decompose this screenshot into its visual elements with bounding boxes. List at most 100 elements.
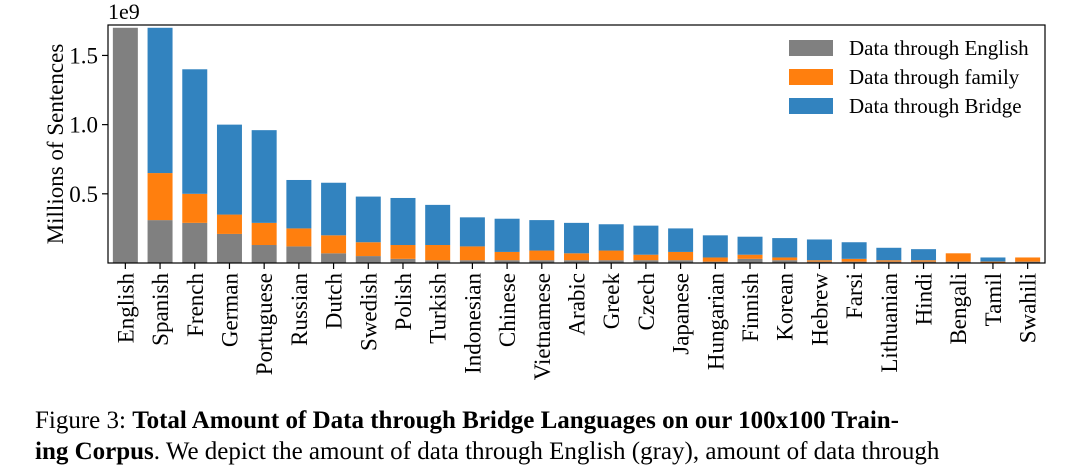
stacked-bar-chart: 0.5 1.0 1.5 English Spanish French German Port… [43, 0, 1046, 380]
bar-portuguese-data-through-bridge [251, 130, 277, 223]
bar-finnish-data-through-bridge [737, 236, 763, 255]
bar-russian-data-through-english [286, 246, 312, 263]
x-tick-label-czech: Czech [634, 273, 659, 331]
bar-hungarian-data-through-family [702, 257, 728, 262]
y-tick-label: 1.5 [69, 43, 98, 68]
bars-group [112, 27, 1041, 263]
bar-japanese-data-through-family [668, 251, 694, 261]
bar-hebrew-data-through-family [806, 260, 832, 262]
bar-swahili-data-through-english [1015, 261, 1041, 263]
bar-indonesian-data-through-family [459, 246, 485, 261]
x-tick-label-swedish: Swedish [356, 273, 381, 351]
legend-label-2: Data through Bridge [849, 94, 1022, 118]
bar-swedish-data-through-bridge [355, 196, 381, 243]
bar-hungarian-data-through-bridge [702, 235, 728, 258]
bar-korean-data-through-bridge [772, 238, 798, 258]
x-tick-label-swahili: Swahili [1016, 273, 1041, 343]
bar-spanish-data-through-bridge [147, 27, 173, 174]
bar-korean-data-through-english [772, 260, 798, 263]
bar-korean-data-through-family [772, 257, 798, 261]
bar-english-data-through-english [112, 27, 138, 263]
bar-czech-data-through-family [633, 254, 659, 261]
x-tick-label-english: English [113, 273, 138, 344]
bar-spanish-data-through-english [147, 220, 173, 263]
bar-french-data-through-english [182, 222, 208, 263]
caption-title-part-1: Total Amount of Data through Bridge Lang… [132, 407, 900, 434]
bar-czech-data-through-english [633, 260, 659, 263]
x-tick-label-hebrew: Hebrew [807, 273, 832, 346]
bar-turkish-data-through-family [425, 245, 451, 261]
legend-label-0: Data through English [849, 36, 1029, 60]
caption-title-part-2: ing Corpus [35, 438, 154, 465]
legend-swatch-0 [789, 40, 833, 56]
legend-label-1: Data through family [849, 65, 1020, 89]
bar-czech-data-through-bridge [633, 225, 659, 255]
bar-french-data-through-family [182, 193, 208, 223]
bar-vietnamese-data-through-family [529, 250, 555, 261]
bar-farsi-data-through-family [841, 258, 867, 262]
legend-swatch-2 [789, 98, 833, 114]
x-axis: English Spanish French German Portuguese Russ… [113, 263, 1041, 380]
x-tick-label-bengali: Bengali [946, 273, 971, 345]
bar-greek-data-through-family [598, 250, 624, 261]
bar-lithuanian-data-through-english [876, 261, 902, 263]
bar-portuguese-data-through-family [251, 222, 277, 246]
x-tick-label-tamil: Tamil [981, 273, 1006, 326]
bar-german-data-through-family [216, 214, 242, 234]
x-tick-label-hungarian: Hungarian [703, 273, 728, 371]
x-tick-label-arabic: Arabic [565, 273, 590, 336]
x-tick-label-french: French [183, 273, 208, 337]
bar-polish-data-through-bridge [390, 197, 416, 246]
bar-dutch-data-through-family [321, 235, 347, 254]
bar-greek-data-through-english [598, 260, 624, 263]
x-tick-label-hindi: Hindi [912, 273, 937, 325]
bar-vietnamese-data-through-english [529, 260, 555, 263]
bar-bengali-data-through-family [945, 253, 971, 262]
bar-lithuanian-data-through-family [876, 260, 902, 262]
bar-japanese-data-through-bridge [668, 228, 694, 252]
bar-russian-data-through-bridge [286, 179, 312, 229]
bar-spanish-data-through-family [147, 173, 173, 221]
bar-swedish-data-through-english [355, 256, 381, 263]
y-axis-label: Millions of Sentences [43, 44, 68, 245]
bar-farsi-data-through-bridge [841, 242, 867, 259]
bar-lithuanian-data-through-bridge [876, 247, 902, 261]
x-tick-label-german: German [217, 273, 242, 348]
bar-indonesian-data-through-bridge [459, 217, 485, 247]
legend: Data through English Data through family D… [789, 36, 1029, 118]
x-tick-label-vietnamese: Vietnamese [530, 273, 555, 380]
figure-caption: Figure 3: Total Amount of Data through B… [35, 405, 1055, 467]
bar-indonesian-data-through-english [459, 260, 485, 263]
bar-chinese-data-through-bridge [494, 218, 520, 252]
bar-turkish-data-through-bridge [425, 204, 451, 246]
x-tick-label-russian: Russian [287, 273, 312, 346]
x-tick-label-japanese: Japanese [669, 273, 694, 355]
x-tick-label-spanish: Spanish [148, 273, 173, 346]
bar-chinese-data-through-family [494, 251, 520, 261]
x-tick-label-polish: Polish [391, 273, 416, 331]
bar-turkish-data-through-english [425, 260, 451, 263]
y-tick-label: 1.0 [69, 113, 98, 138]
bar-arabic-data-through-family [564, 253, 589, 261]
bar-german-data-through-english [216, 233, 242, 263]
bar-polish-data-through-family [390, 245, 416, 259]
bar-swahili-data-through-family [1015, 257, 1041, 262]
bar-hindi-data-through-english [911, 261, 937, 263]
bar-hebrew-data-through-bridge [806, 239, 832, 261]
x-tick-label-portuguese: Portuguese [252, 273, 277, 375]
bar-arabic-data-through-english [564, 260, 589, 263]
caption-line-1: Figure 3: Total Amount of Data through B… [35, 405, 1055, 436]
caption-line-2: ing Corpus. We depict the amount of data… [35, 436, 1055, 467]
bar-tamil-data-through-bridge [980, 257, 1006, 262]
bar-polish-data-through-english [390, 258, 416, 263]
bar-french-data-through-bridge [182, 69, 208, 194]
bar-greek-data-through-bridge [598, 224, 624, 251]
bar-bengali-data-through-english [945, 261, 971, 263]
bar-hebrew-data-through-english [806, 261, 832, 263]
bar-dutch-data-through-english [321, 253, 347, 263]
x-tick-label-greek: Greek [599, 273, 624, 330]
x-tick-label-finnish: Finnish [738, 273, 763, 343]
x-tick-label-korean: Korean [773, 273, 798, 341]
bar-portuguese-data-through-english [251, 245, 277, 263]
x-tick-label-indonesian: Indonesian [460, 273, 485, 374]
